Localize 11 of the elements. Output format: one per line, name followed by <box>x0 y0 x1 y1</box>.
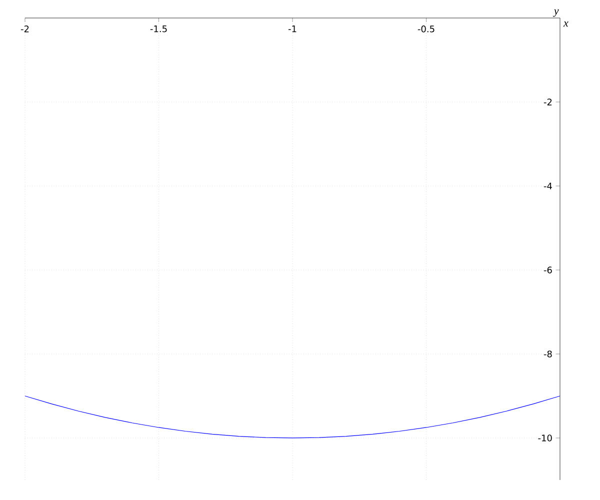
x-tick-label: -2 <box>20 26 29 32</box>
x-tick-label: -0.5 <box>418 26 434 32</box>
y-axis-title: y <box>552 9 559 17</box>
y-tick-label: -4 <box>544 182 552 190</box>
y-tick-label: -10 <box>538 434 552 442</box>
y-tick-label: -2 <box>544 98 552 106</box>
x-tick-label: -1 <box>288 26 296 32</box>
x-axis-title: x <box>563 22 568 27</box>
x-tick-label: -1.5 <box>150 26 167 32</box>
y-tick-label: -8 <box>544 350 552 358</box>
y-tick-label: -6 <box>544 266 552 274</box>
